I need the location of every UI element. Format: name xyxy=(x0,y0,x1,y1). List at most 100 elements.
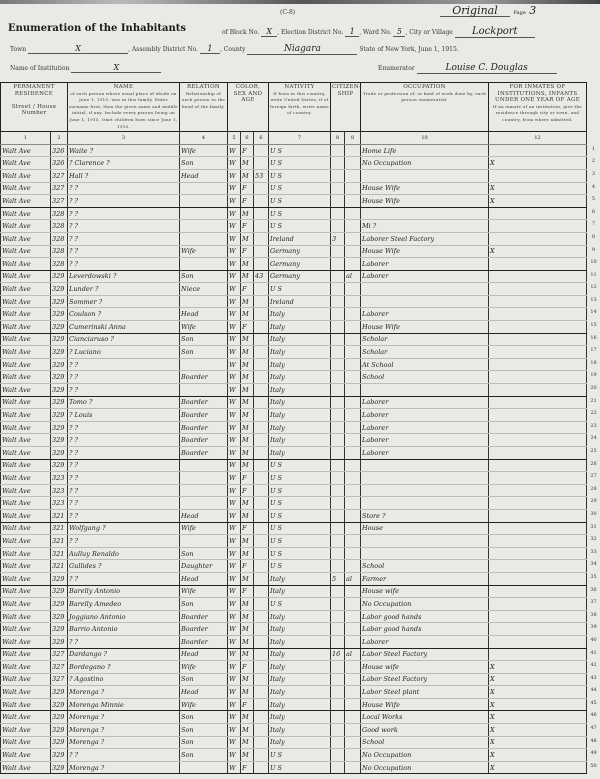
cell-col-11-mark: X xyxy=(488,710,587,725)
table-row: Walt Ave 329 Morenga ? Son W M Italy Local Work… xyxy=(0,710,587,725)
cell-relation xyxy=(179,471,228,485)
cell-occupation: House wife xyxy=(360,585,489,599)
institution-description: If an inmate of an institution, give the… xyxy=(493,103,582,122)
cell-street: Walt Ave xyxy=(0,484,51,498)
line-number: 35 xyxy=(590,574,597,580)
cell-relation: Head xyxy=(179,572,228,586)
cell-relation: Son xyxy=(179,748,228,762)
cell-person-name: Bordegano ? xyxy=(67,660,180,674)
cell-sex: M xyxy=(240,307,254,322)
cell-years-in-us xyxy=(330,307,345,322)
table-row: Walt Ave 329 Sommer ? W M Ireland xyxy=(0,295,587,309)
cell-years-in-us xyxy=(330,144,345,158)
cell-color: W xyxy=(227,282,241,296)
cell-years-in-us xyxy=(330,736,345,750)
cell-nativity: Italy xyxy=(268,660,331,674)
cell-house-number: 329 xyxy=(50,358,68,372)
cell-col-11-mark: X xyxy=(488,723,587,737)
table-row: Walt Ave 329 Barelly Amedeo Son W M U S No Occu… xyxy=(0,597,587,611)
relation-label: RELATION xyxy=(186,84,221,90)
cell-col-11-mark xyxy=(488,534,587,548)
column-number: 1 xyxy=(0,131,51,145)
cell-col-11-mark xyxy=(488,320,587,334)
cell-house-number: 329 xyxy=(50,572,68,586)
table-row: Walt Ave 329 Morenga ? Son W M Italy Good work X xyxy=(0,723,587,737)
cell-occupation: Labor Steel plant xyxy=(360,685,489,699)
cell-nativity: Italy xyxy=(268,408,331,422)
cell-sex: M xyxy=(240,421,254,435)
line-number: 48 xyxy=(590,738,597,744)
cell-house-number: 321 xyxy=(50,559,68,573)
cell-relation: Son xyxy=(179,597,228,611)
cell-house-number: 328 xyxy=(50,219,68,233)
cell-years-in-us xyxy=(330,610,345,624)
line-number: 4 xyxy=(591,184,596,190)
cell-person-name: Aulluy Renaldo xyxy=(67,547,180,561)
cell-years-in-us xyxy=(330,522,345,536)
cell-house-number: 329 xyxy=(50,748,68,762)
cell-citizenship xyxy=(344,610,361,624)
cell-years-in-us xyxy=(330,207,345,221)
cell-sex: F xyxy=(240,471,254,485)
table-row: Walt Ave 327 Dardango ? Head W M Italy 16 al Labo… xyxy=(0,648,587,662)
cell-occupation: No Occupation xyxy=(360,748,489,762)
occupation-label: OCCUPATION xyxy=(403,84,446,90)
cell-relation: Wife xyxy=(179,698,228,712)
cell-sex: F xyxy=(240,559,254,573)
table-row: Walt Ave 327 Hall ? Head W M 53 U S xyxy=(0,169,587,183)
cell-nativity: Italy xyxy=(268,585,331,599)
line-number: 8 xyxy=(591,234,596,240)
cell-citizenship xyxy=(344,559,361,573)
line-number: 16 xyxy=(590,335,597,341)
cell-nativity: U S xyxy=(268,547,331,561)
cell-nativity: U S xyxy=(268,496,331,510)
column-number: 2 xyxy=(50,131,68,145)
cell-street: Walt Ave xyxy=(0,232,51,246)
cell-occupation xyxy=(360,496,489,510)
cell-house-number: 328 xyxy=(50,232,68,246)
cell-nativity: Italy xyxy=(268,433,331,447)
cell-person-name: ? ? xyxy=(67,509,180,523)
line-number: 36 xyxy=(590,587,597,593)
cell-person-name: ? ? xyxy=(67,383,180,397)
cell-citizenship xyxy=(344,673,361,687)
cell-citizenship xyxy=(344,370,361,385)
cell-occupation: No Occupation xyxy=(360,156,489,170)
cell-person-name: ? ? xyxy=(67,484,180,498)
table-row: Walt Ave 329? ? Son W M U S No Occupation X xyxy=(0,748,587,762)
cell-occupation: No Occupation xyxy=(360,597,489,611)
cell-relation: Son xyxy=(179,547,228,561)
cell-col-11-mark xyxy=(488,496,587,510)
line-number: 11 xyxy=(590,272,597,278)
cell-years-in-us xyxy=(330,383,345,397)
cell-person-name: Joggiano Antonio xyxy=(67,610,180,624)
cell-street: Walt Ave xyxy=(0,761,51,775)
cell-nativity: Italy xyxy=(268,685,331,699)
line-number: 42 xyxy=(590,662,597,668)
cell-street: Walt Ave xyxy=(0,496,51,510)
cell-age xyxy=(253,433,269,447)
cell-citizenship xyxy=(344,295,361,309)
cell-sex: F xyxy=(240,282,254,296)
cell-citizenship xyxy=(344,660,361,674)
cell-citizenship xyxy=(344,736,361,750)
ward-label: Ward No. xyxy=(363,29,392,36)
cell-house-number: 329 xyxy=(50,723,68,737)
cell-years-in-us xyxy=(330,673,345,687)
cell-person-name: ? ? xyxy=(67,433,180,447)
cell-person-name: ? ? xyxy=(67,471,180,485)
cell-age xyxy=(253,446,269,460)
cell-occupation xyxy=(360,471,489,485)
table-row: Walt Ave 323? ? W F U S xyxy=(0,471,587,485)
cell-citizenship xyxy=(344,685,361,699)
cell-citizenship xyxy=(344,446,361,460)
cell-sex: M xyxy=(240,433,254,447)
cell-years-in-us xyxy=(330,257,345,271)
cell-street: Walt Ave xyxy=(0,169,51,183)
cell-age xyxy=(253,459,269,473)
cell-sex: F xyxy=(240,194,254,208)
line-number: 33 xyxy=(590,549,597,555)
cell-relation xyxy=(179,459,228,473)
cell-person-name: Morenga ? xyxy=(67,723,180,737)
line-number: 24 xyxy=(590,435,597,441)
